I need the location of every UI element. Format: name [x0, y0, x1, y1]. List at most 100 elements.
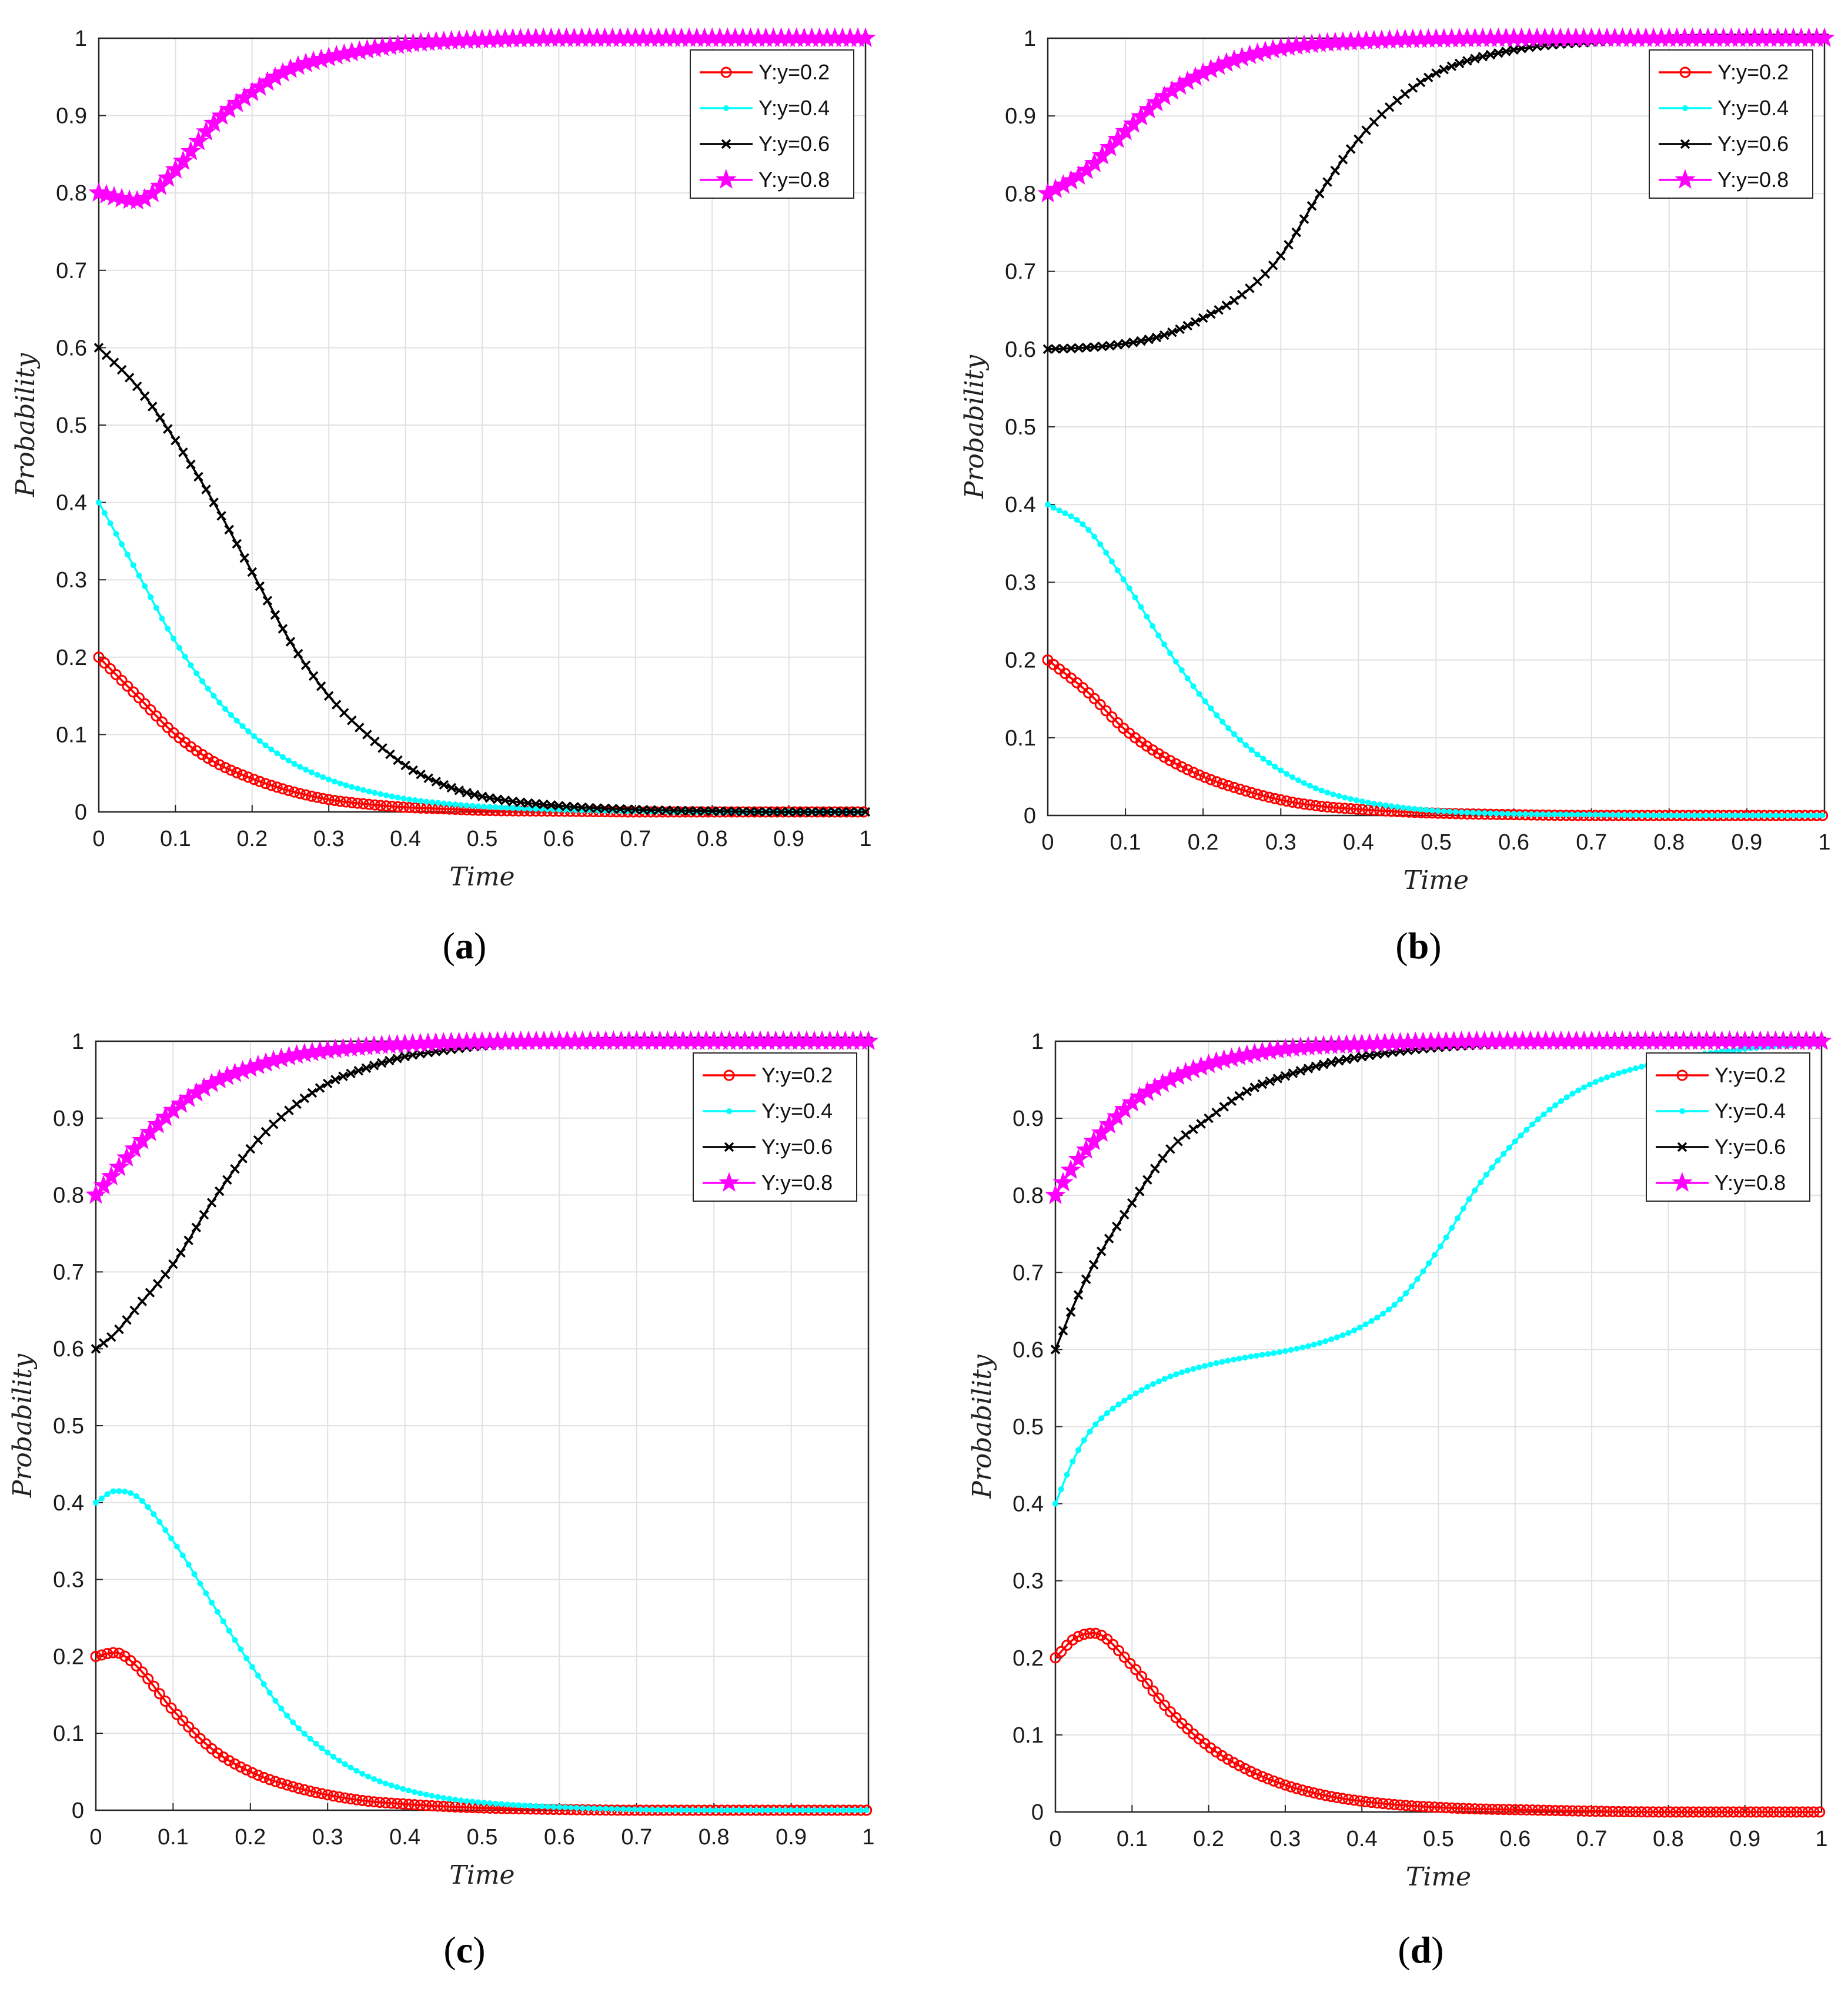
data-point [1403, 1290, 1409, 1296]
data-point [1528, 811, 1535, 817]
series-y06 [93, 343, 871, 817]
data-point [292, 1099, 302, 1109]
data-point [454, 785, 464, 795]
y-axis-label: Probability [967, 1354, 997, 1499]
panel-letter: d [1411, 1929, 1432, 1971]
data-point [1182, 320, 1193, 331]
data-point [262, 596, 273, 606]
y-tick-label: 0.6 [56, 336, 87, 360]
data-point [498, 1801, 504, 1807]
data-point [264, 1774, 276, 1786]
data-point [678, 1807, 684, 1813]
data-point [213, 759, 225, 771]
data-point [1742, 1046, 1748, 1052]
data-point [1149, 623, 1156, 629]
data-point [539, 1803, 545, 1810]
x-tick-label: 0.7 [621, 1825, 652, 1850]
data-point [1418, 806, 1424, 813]
data-point [284, 1105, 294, 1115]
data-point [1194, 769, 1205, 781]
x-tick-label: 1 [1818, 830, 1830, 855]
data-point [1348, 795, 1354, 802]
data-point [197, 1580, 203, 1587]
data-point [300, 789, 312, 801]
data-point [1062, 510, 1068, 517]
legend-label: Y:y=0.6 [1715, 1135, 1786, 1159]
data-point [423, 773, 433, 783]
data-point [1088, 1259, 1099, 1270]
data-point [1227, 1096, 1237, 1106]
data-point [1242, 1355, 1248, 1361]
data-point [1058, 1326, 1068, 1336]
data-point [274, 750, 280, 757]
data-point [1535, 1116, 1541, 1122]
data-point [415, 1799, 426, 1811]
data-point [1282, 1348, 1288, 1355]
data-point [339, 1792, 351, 1804]
data-point [162, 1527, 169, 1533]
legend-entry: Y:y=0.6 [1656, 1135, 1786, 1159]
data-point [423, 1791, 429, 1798]
data-point [1569, 811, 1575, 818]
legend-marker [721, 139, 731, 149]
data-point [761, 807, 771, 817]
data-point [1050, 344, 1061, 354]
legend-entry: Y:y=0.2 [1656, 1063, 1786, 1087]
data-point [397, 1798, 409, 1810]
y-tick-label: 1 [1031, 1029, 1044, 1054]
x-tick-label: 0.5 [467, 1825, 498, 1850]
legend-marker [723, 1069, 735, 1081]
data-point [252, 1769, 264, 1781]
data-point [515, 797, 526, 807]
data-point [1188, 767, 1199, 778]
data-point [1543, 1804, 1555, 1816]
data-point [392, 1054, 402, 1064]
data-point [297, 764, 303, 770]
data-point [1094, 698, 1106, 710]
data-point [1167, 327, 1177, 337]
data-point [1354, 134, 1364, 145]
data-point [151, 710, 162, 722]
chart-panel-c: 0 0.1 0.2 0.3 0.4 0.5 0.6 0.7 0.8 0.9 1 0 0.1 0.2 0.3 0… [8, 1029, 879, 1971]
data-point [148, 402, 158, 412]
data-point [307, 1736, 313, 1742]
data-point [814, 807, 824, 817]
data-point [1260, 269, 1271, 279]
series-y08 [1037, 27, 1835, 203]
data-point [1164, 1706, 1176, 1718]
data-point [196, 121, 217, 141]
data-point [626, 1806, 632, 1813]
data-point [93, 1499, 99, 1506]
data-point [492, 794, 503, 804]
data-point [369, 1061, 379, 1071]
x-axis-label: Time [449, 1860, 514, 1890]
data-point [429, 1793, 435, 1799]
data-point [1790, 813, 1797, 818]
data-point [746, 807, 756, 817]
data-point [1112, 340, 1123, 350]
data-point [1135, 1186, 1145, 1196]
series-y04 [1045, 501, 1826, 818]
data-point [308, 671, 319, 681]
data-point [1202, 1363, 1208, 1369]
data-point [330, 1753, 337, 1760]
data-point [1529, 1121, 1536, 1128]
x-tick-label: 0 [1049, 1827, 1061, 1851]
data-point [108, 1156, 129, 1176]
data-point [1225, 725, 1232, 731]
data-point [452, 801, 459, 808]
data-point [1112, 1221, 1122, 1232]
data-point [1580, 811, 1587, 818]
data-point [392, 801, 404, 813]
data-point [1234, 1091, 1244, 1101]
data-point [1322, 801, 1334, 813]
x-tick-label: 0.1 [1117, 1827, 1148, 1851]
data-point [1188, 1124, 1198, 1134]
data-point [1476, 810, 1482, 816]
data-point [391, 1798, 403, 1810]
data-point [1196, 1119, 1206, 1129]
data-point [331, 778, 337, 785]
data-point [1389, 1798, 1401, 1810]
panel-letter: c [456, 1929, 473, 1971]
data-point [1509, 1804, 1521, 1816]
